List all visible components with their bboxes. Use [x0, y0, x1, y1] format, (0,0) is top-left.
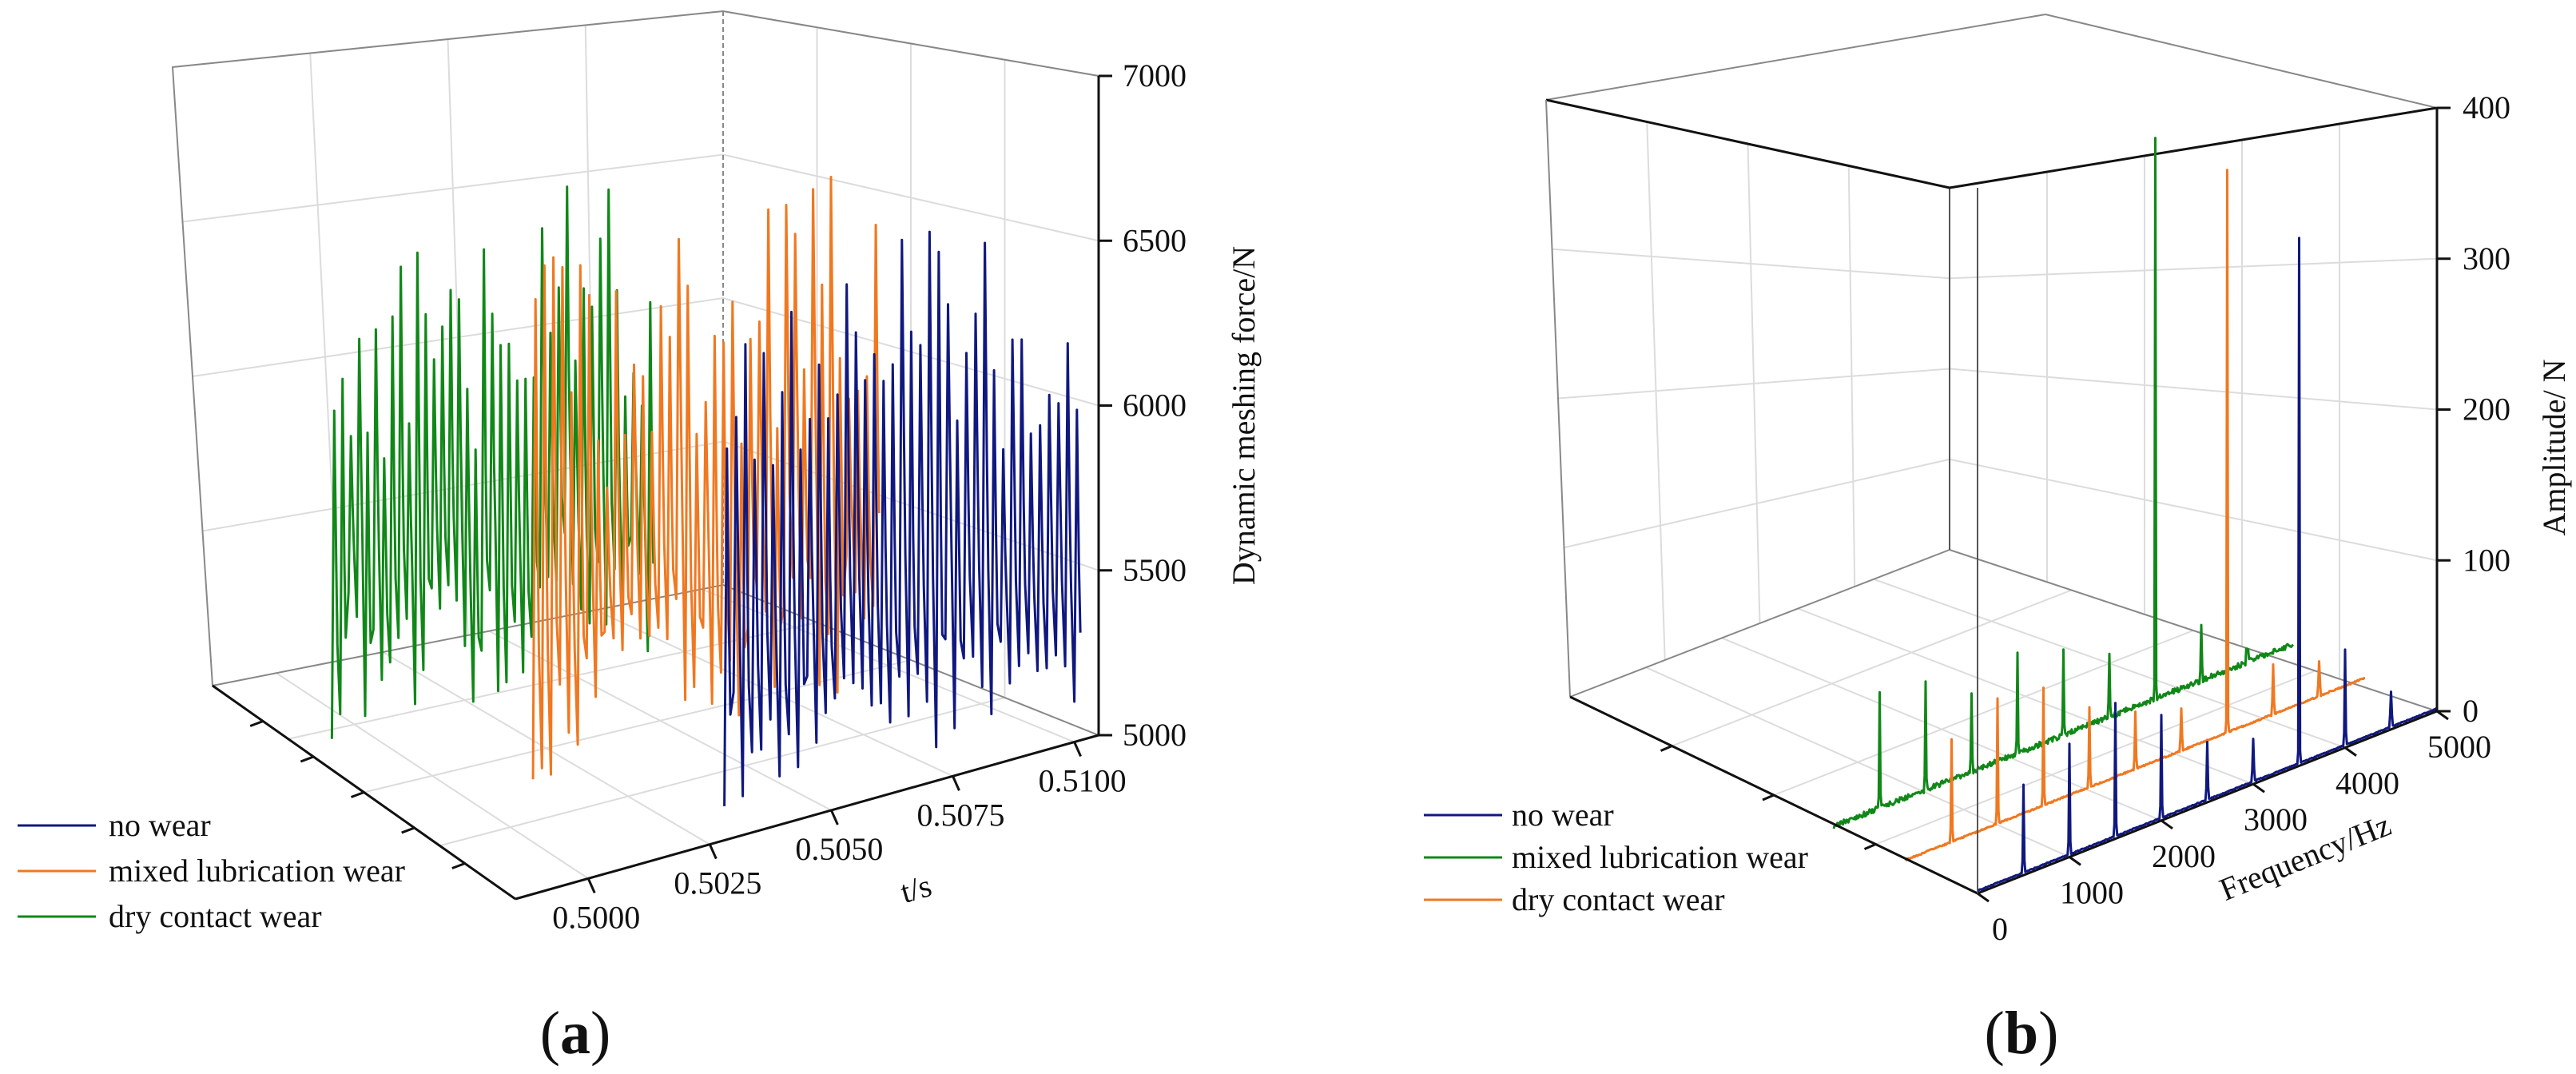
y-tick-a: [249, 720, 264, 727]
x-tick-a: [1073, 741, 1082, 758]
z-tick-label-b: 400: [2463, 90, 2510, 125]
series-a-dry-contact-wear: [330, 185, 655, 739]
x-tick-a: [952, 775, 960, 791]
y-tick-a: [300, 755, 314, 763]
z-tick-label-b: 300: [2463, 241, 2510, 276]
chart-a: 5000 5500 6000 6500 7000 0.5000 0.5025 0.5050 0.…: [18, 10, 1262, 1067]
y-tick-a: [451, 862, 466, 869]
grid-b-floor: [1773, 630, 2194, 796]
x-tick-b: [2069, 856, 2081, 866]
x-tick-a: [708, 844, 718, 860]
y-tick-a: [350, 791, 365, 798]
x-tick-label-b: 3000: [2244, 802, 2308, 837]
series-b-no-wear: [1977, 237, 2438, 893]
chart-a-zlabel: Dynamic meshing force/N: [1226, 246, 1262, 585]
x-tick-label-b: 0: [1992, 911, 2008, 947]
x-tick-b: [2344, 746, 2357, 757]
chart-a-ticks: 5000 5500 6000 6500 7000 0.5000 0.5025 0.5050 0.…: [249, 58, 1187, 935]
z-tick-label-b: 200: [2463, 392, 2510, 428]
grid-b-vline: [1646, 121, 1666, 661]
chart-b-front-axes: [1569, 108, 2439, 895]
z-tick-label-a: 5500: [1123, 552, 1187, 588]
chart-b-back-box: [1545, 13, 2438, 713]
grid-b-floor: [1875, 670, 2316, 845]
y-tick-b: [1660, 745, 1673, 752]
panel-label-b: (b): [1985, 1000, 2059, 1067]
x-tick-label-b: 2000: [2152, 838, 2216, 874]
chart-a-legend: no wear mixed lubrication wear dry conta…: [18, 807, 405, 934]
y-tick-b: [1863, 843, 1877, 850]
chart-b-legend: no wear mixed lubrication wear dry conta…: [1424, 797, 1808, 917]
grid-b-vline: [1747, 143, 1761, 624]
x-tick-label-a: 0.5000: [552, 899, 640, 935]
z-tick-label-a: 6000: [1123, 388, 1187, 424]
grid-a-floor: [439, 697, 1005, 847]
z-tick-label-b: 0: [2463, 693, 2479, 729]
x-tick-b: [1977, 892, 1990, 903]
legend-a-mixed-lubrication-wear: mixed lubrication wear: [109, 853, 405, 889]
chart-b-zlabel: Amplitude/ N: [2536, 359, 2572, 535]
series-a-no-wear: [723, 230, 1082, 806]
panel-label-a: (a): [540, 1000, 611, 1067]
grid-b-zline: [1552, 248, 2438, 280]
x-tick-label-a: 0.5050: [795, 831, 883, 867]
grid-b-zline: [1557, 368, 2438, 411]
chart-b-series-group: [1832, 137, 2438, 893]
x-tick-label-a: 0.5025: [674, 865, 761, 901]
legend-b-no-wear: no wear: [1512, 797, 1614, 833]
grid-a-floor: [364, 659, 912, 794]
x-tick-b: [2436, 710, 2449, 721]
x-tick-a: [586, 877, 596, 893]
x-tick-a: [830, 809, 839, 825]
x-tick-label-b: 1000: [2060, 874, 2124, 910]
z-tick-label-b: 100: [2463, 542, 2510, 578]
x-tick-label-b: 5000: [2427, 729, 2491, 765]
z-tick-label-a: 5000: [1123, 717, 1187, 753]
chart-b-grid: [1545, 99, 2438, 894]
x-tick-label-a: 0.5075: [917, 797, 1005, 833]
legend-a-dry-contact-wear: dry contact wear: [109, 898, 322, 934]
series-b-mixed-lubrication-wear: [1832, 137, 2295, 829]
grid-b-zline: [1564, 458, 2438, 562]
x-tick-label-a: 0.5100: [1039, 763, 1127, 799]
grid-a-zline: [182, 153, 1099, 242]
chart-a-xlabel: t/s: [896, 867, 936, 910]
legend-b-dry-contact-wear: dry contact wear: [1512, 881, 1725, 917]
x-tick-b: [2161, 819, 2173, 830]
y-tick-a: [401, 826, 415, 834]
chart-a-series-group: [330, 176, 1082, 806]
legend-a-no-wear: no wear: [109, 807, 211, 843]
z-tick-label-a: 7000: [1123, 58, 1187, 93]
series-b-dry-contact-wear: [1904, 169, 2366, 861]
x-tick-b: [2252, 782, 2265, 794]
grid-b-vline: [1847, 165, 1856, 587]
z-tick-label-a: 6500: [1123, 222, 1187, 258]
grid-b-floor: [1672, 589, 2072, 747]
grid-a-zline: [192, 296, 1099, 407]
y-tick-b: [1762, 794, 1775, 802]
legend-b-mixed-lubrication-wear: mixed lubrication wear: [1512, 839, 1808, 875]
grid-b-zline: [1545, 99, 2438, 189]
x-tick-label-b: 4000: [2335, 766, 2399, 802]
series-a-mixed-lubrication-wear: [531, 176, 881, 780]
